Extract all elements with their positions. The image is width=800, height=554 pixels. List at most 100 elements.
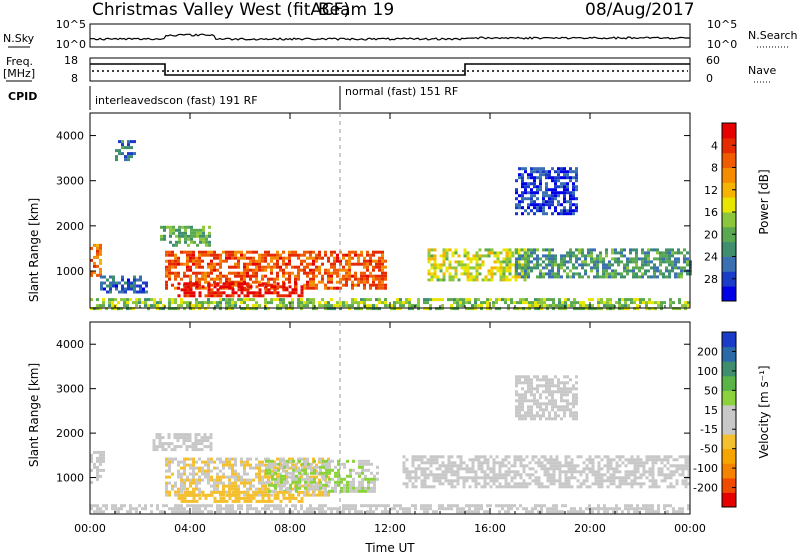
heatmap-cell — [318, 265, 321, 269]
heatmap-cell — [480, 464, 484, 468]
heatmap-cell — [174, 253, 177, 257]
heatmap-cell — [171, 283, 174, 287]
heatmap-cell — [331, 489, 334, 493]
heatmap-cell — [249, 298, 252, 302]
heatmap-cell — [527, 399, 530, 403]
heatmap-cell — [370, 462, 373, 466]
heatmap-cell — [454, 275, 458, 279]
heatmap-cell — [165, 484, 168, 488]
heatmap-cell — [276, 484, 279, 488]
cpid-mode-1: interleavedscon (fast) 191 RF — [95, 94, 258, 107]
heatmap-cell — [252, 259, 255, 263]
heatmap-cell — [354, 262, 357, 266]
heatmap-cell — [234, 271, 237, 275]
heatmap-cell — [228, 285, 232, 289]
heatmap-cell — [570, 301, 573, 305]
heatmap-cell — [288, 285, 292, 289]
heatmap-cell — [363, 265, 366, 269]
heatmap-cell — [301, 465, 304, 469]
heatmap-cell — [521, 375, 524, 379]
heatmap-cell — [364, 489, 367, 493]
heatmap-cell — [671, 266, 674, 270]
heatmap-cell — [542, 173, 545, 177]
heatmap-cell — [372, 268, 375, 272]
heatmap-cell — [179, 433, 183, 437]
heatmap-cell — [288, 466, 291, 470]
heatmap-cell — [560, 170, 563, 174]
heatmap-cell — [549, 482, 553, 486]
heatmap-cell — [204, 463, 207, 467]
colorbar-tick-label: 28 — [704, 273, 718, 286]
heatmap-cell — [557, 170, 560, 174]
heatmap-cell — [312, 286, 315, 290]
heatmap-cell — [165, 283, 168, 287]
heatmap-cell — [343, 483, 346, 487]
heatmap-cell — [342, 504, 345, 508]
heatmap-cell — [566, 402, 569, 406]
heatmap-cell — [198, 253, 201, 257]
heatmap-cell — [225, 507, 228, 511]
heatmap-cell — [240, 301, 243, 305]
heatmap-cell — [606, 298, 609, 302]
heatmap-cell — [273, 504, 276, 508]
heatmap-cell — [662, 257, 665, 261]
heatmap-cell — [590, 254, 593, 258]
heatmap-cell — [570, 476, 574, 480]
heatmap-cell — [536, 209, 539, 213]
heatmap-cell — [304, 477, 307, 481]
heatmap-cell — [270, 493, 273, 497]
heatmap-cell — [602, 257, 605, 261]
heatmap-cell — [342, 274, 345, 278]
heatmap-cell — [360, 510, 363, 514]
heatmap-cell — [340, 489, 343, 493]
heatmap-cell — [564, 473, 568, 477]
heatmap-cell — [576, 485, 580, 489]
heatmap-cell — [654, 461, 658, 465]
heatmap-cell — [675, 510, 678, 514]
heatmap-cell — [396, 301, 399, 305]
heatmap-cell — [309, 283, 312, 287]
heatmap-cell — [609, 304, 612, 308]
heatmap-cell — [563, 405, 566, 409]
heatmap-cell — [536, 387, 539, 391]
heatmap-cell — [624, 479, 628, 483]
heatmap-cell — [324, 493, 327, 497]
heatmap-cell — [283, 465, 286, 469]
heatmap-cell — [360, 277, 363, 281]
heatmap-cell — [665, 275, 668, 279]
heatmap-cell — [99, 462, 102, 466]
heatmap-cell — [357, 253, 360, 257]
heatmap-cell — [246, 274, 249, 278]
heatmap-cell — [609, 458, 613, 462]
heatmap-cell — [264, 504, 267, 508]
heatmap-cell — [105, 307, 108, 311]
heatmap-cell — [171, 307, 174, 311]
heatmap-cell — [608, 263, 611, 267]
heatmap-cell — [518, 411, 521, 415]
heatmap-cell — [447, 482, 451, 486]
heatmap-cell — [231, 510, 234, 514]
heatmap-cell — [120, 504, 123, 508]
heatmap-cell — [177, 274, 180, 278]
colorbar-tick-label: 4 — [711, 139, 718, 152]
heatmap-cell — [533, 212, 536, 216]
heatmap-cell — [381, 301, 384, 305]
heatmap-cell — [180, 298, 183, 302]
heatmap-cell — [330, 298, 333, 302]
heatmap-cell — [357, 256, 360, 260]
heatmap-cell — [551, 384, 554, 388]
heatmap-cell — [665, 269, 668, 273]
heatmap-cell — [433, 263, 437, 267]
heatmap-cell — [271, 474, 274, 478]
heatmap-cell — [521, 194, 524, 198]
heatmap-cell — [309, 493, 312, 497]
heatmap-cell — [192, 472, 195, 476]
heatmap-cell — [318, 271, 321, 275]
heatmap-cell — [99, 450, 102, 454]
heatmap-cell — [171, 253, 174, 257]
heatmap-cell — [530, 173, 533, 177]
heatmap-cell — [309, 507, 312, 511]
heatmap-cell — [161, 445, 165, 449]
heatmap-cell — [161, 448, 165, 452]
heatmap-cell — [93, 270, 96, 274]
